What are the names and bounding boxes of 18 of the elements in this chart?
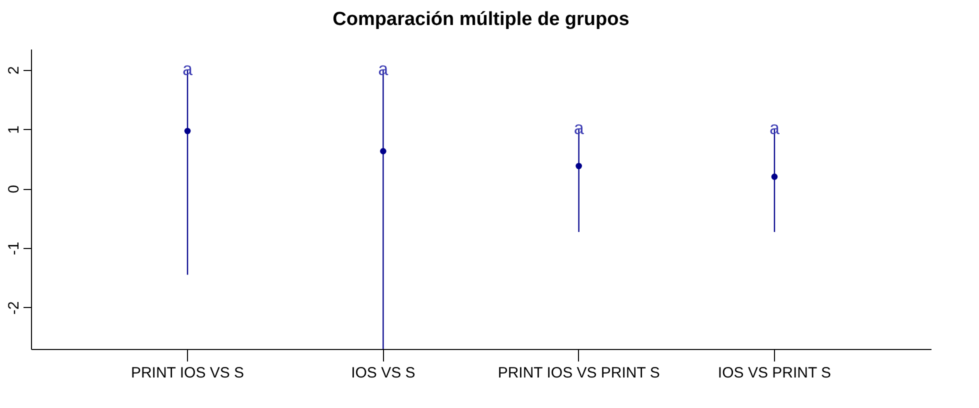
point	[771, 174, 778, 180]
point	[576, 162, 582, 170]
x-tick-label: PRINT IOS VS S	[130, 364, 244, 382]
y-tick-label: -1	[6, 242, 22, 256]
x-tick-label: PRINT IOS VS PRINT S	[498, 364, 660, 382]
x-tick-label: IOS VS S	[351, 364, 416, 382]
y-tick-label: -2	[6, 301, 22, 315]
y-tick-label: 1	[6, 126, 22, 134]
annotation: a	[574, 118, 585, 138]
point	[184, 128, 191, 134]
point	[380, 148, 386, 154]
y-tick-label: 2	[6, 66, 22, 74]
annotation: a	[769, 118, 780, 138]
y-tick-label: 0	[6, 184, 22, 194]
chart-title: Comparación múltiple de grupos	[332, 9, 630, 30]
annotation: a	[182, 58, 194, 79]
annotation: a	[378, 58, 390, 79]
x-tick-label: IOS VS PRINT S	[718, 364, 832, 382]
